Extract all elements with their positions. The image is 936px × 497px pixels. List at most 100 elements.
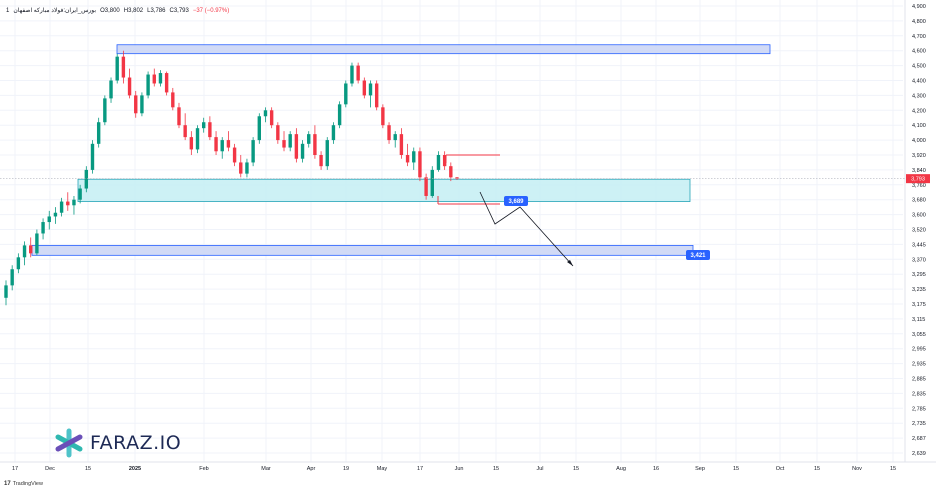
label-3689-bg bbox=[504, 196, 528, 206]
x-tick-label: Dec bbox=[45, 466, 55, 472]
candle-body bbox=[183, 125, 187, 138]
x-tick-label: 15 bbox=[493, 466, 499, 472]
candle-body bbox=[412, 151, 416, 163]
y-tick-label: 3,445 bbox=[912, 242, 926, 248]
candle-body bbox=[189, 137, 194, 150]
x-tick-label: 15 bbox=[573, 466, 579, 472]
x-tick-label: Aug bbox=[616, 466, 626, 472]
levels bbox=[437, 154, 500, 205]
candle-body bbox=[103, 98, 107, 123]
y-tick-label: 3,295 bbox=[912, 272, 926, 278]
label-3689: 3,689 bbox=[504, 196, 528, 206]
x-tick-label: 16 bbox=[653, 466, 659, 472]
candle-body bbox=[16, 257, 21, 270]
y-tick-label: 4,300 bbox=[912, 93, 926, 99]
y-tick-label: 3,680 bbox=[912, 198, 926, 204]
y-axis: 4,900 4,800 4,700 4,600 4,500 4,400 4,300 4,200… bbox=[904, 0, 926, 462]
legend-low: L3,786 bbox=[147, 7, 166, 14]
candle-body bbox=[152, 74, 156, 84]
legend-number: 1 bbox=[6, 7, 10, 14]
y-tick-label: 3,600 bbox=[912, 213, 926, 219]
x-tick-label: Sep bbox=[695, 466, 705, 472]
x-tick-label: Mar bbox=[261, 466, 271, 472]
x-axis: 17 Dec 15 2025 Feb Mar Apr 19 May 17 Jun 15 Jul 15 Aug… bbox=[0, 461, 936, 472]
y-tick-label: 2,835 bbox=[912, 391, 926, 397]
tradingview-badge[interactable]: 17 TradingView bbox=[4, 481, 43, 487]
support-zone bbox=[77, 178, 691, 202]
candle-body bbox=[4, 285, 8, 298]
y-tick-label: 3,840 bbox=[912, 168, 926, 174]
projection-arrow-head bbox=[567, 260, 573, 266]
y-tick-label: 4,100 bbox=[912, 123, 926, 129]
tradingview-logo-icon: 17 bbox=[4, 481, 11, 487]
y-tick-label: 2,735 bbox=[912, 421, 926, 427]
candle-body bbox=[263, 110, 268, 117]
symbol-legend: 1 بورس_ایران:فولاد مبارکه اصفهان O3,800 … bbox=[6, 7, 229, 15]
candle-body bbox=[109, 80, 113, 99]
candle-body bbox=[115, 56, 119, 81]
candle-body bbox=[442, 155, 447, 167]
current-price-tag-text: 3,793 bbox=[911, 177, 925, 183]
candle-body bbox=[53, 212, 58, 217]
faraz-watermark: FARAZ.IO bbox=[54, 428, 181, 458]
y-tick-label: 2,935 bbox=[912, 362, 926, 368]
candle-body bbox=[455, 177, 459, 179]
candle-body bbox=[356, 65, 360, 81]
candle-body bbox=[10, 269, 14, 286]
candle-body bbox=[164, 73, 169, 93]
y-tick-label: 2,639 bbox=[912, 451, 926, 457]
y-tick-label: 4,200 bbox=[912, 108, 926, 114]
label-3689-text: 3,689 bbox=[508, 199, 524, 205]
y-tick-label: 3,175 bbox=[912, 302, 926, 308]
y-tick-label: 3,055 bbox=[912, 332, 926, 338]
y-tick-label: 2,785 bbox=[912, 406, 926, 412]
candle-body bbox=[214, 137, 218, 152]
candle-body bbox=[245, 162, 249, 174]
candle-body bbox=[220, 140, 224, 152]
candle-body bbox=[121, 56, 126, 78]
candle-body bbox=[325, 140, 329, 167]
current-price-tag-bg bbox=[906, 174, 930, 184]
resistance-zone bbox=[116, 44, 771, 55]
y-tick-label: 4,900 bbox=[912, 4, 926, 10]
y-tick-label: 4,000 bbox=[912, 138, 926, 144]
candle-body bbox=[239, 162, 243, 174]
y-tick-label: 3,115 bbox=[912, 317, 925, 323]
candle-body bbox=[127, 77, 132, 96]
candle-body bbox=[331, 125, 336, 141]
candle-body bbox=[307, 134, 311, 144]
label-3421: 3,421 bbox=[686, 250, 710, 260]
candle-body bbox=[350, 65, 354, 84]
tradingview-text: TradingView bbox=[12, 481, 43, 487]
candle-body bbox=[84, 169, 89, 189]
x-tick-label: Feb bbox=[199, 466, 208, 472]
candle-body bbox=[208, 122, 212, 138]
watermark-text: FARAZ.IO bbox=[90, 432, 182, 454]
candle-body bbox=[430, 169, 434, 196]
candle-body bbox=[195, 128, 200, 150]
legend-symbol[interactable]: بورس_ایران:فولاد مبارکه اصفهان bbox=[13, 8, 97, 14]
x-tick-label: Jul bbox=[536, 466, 543, 472]
candle-body bbox=[171, 92, 175, 108]
price-projection bbox=[479, 191, 574, 267]
candle-body bbox=[368, 83, 373, 96]
x-tick-label: Apr bbox=[307, 466, 316, 472]
x-tick-label: May bbox=[377, 466, 388, 472]
candle-body bbox=[177, 107, 181, 126]
y-tick-label: 3,235 bbox=[912, 287, 926, 293]
x-tick-label: 15 bbox=[733, 466, 739, 472]
candle-body bbox=[319, 155, 323, 167]
candle-body bbox=[59, 201, 64, 213]
x-tick-label: Nov bbox=[852, 466, 862, 472]
legend-open: O3,800 bbox=[100, 7, 120, 14]
x-tick-label: Jun bbox=[455, 466, 464, 472]
y-tick-label: 4,600 bbox=[912, 49, 926, 55]
candle-body bbox=[337, 104, 342, 126]
y-tick-label: 3,920 bbox=[912, 153, 926, 159]
x-tick-label: Oct bbox=[776, 466, 785, 472]
candle-body bbox=[158, 73, 163, 84]
x-tick-label: 2025 bbox=[129, 466, 141, 472]
candle-body bbox=[276, 125, 280, 141]
